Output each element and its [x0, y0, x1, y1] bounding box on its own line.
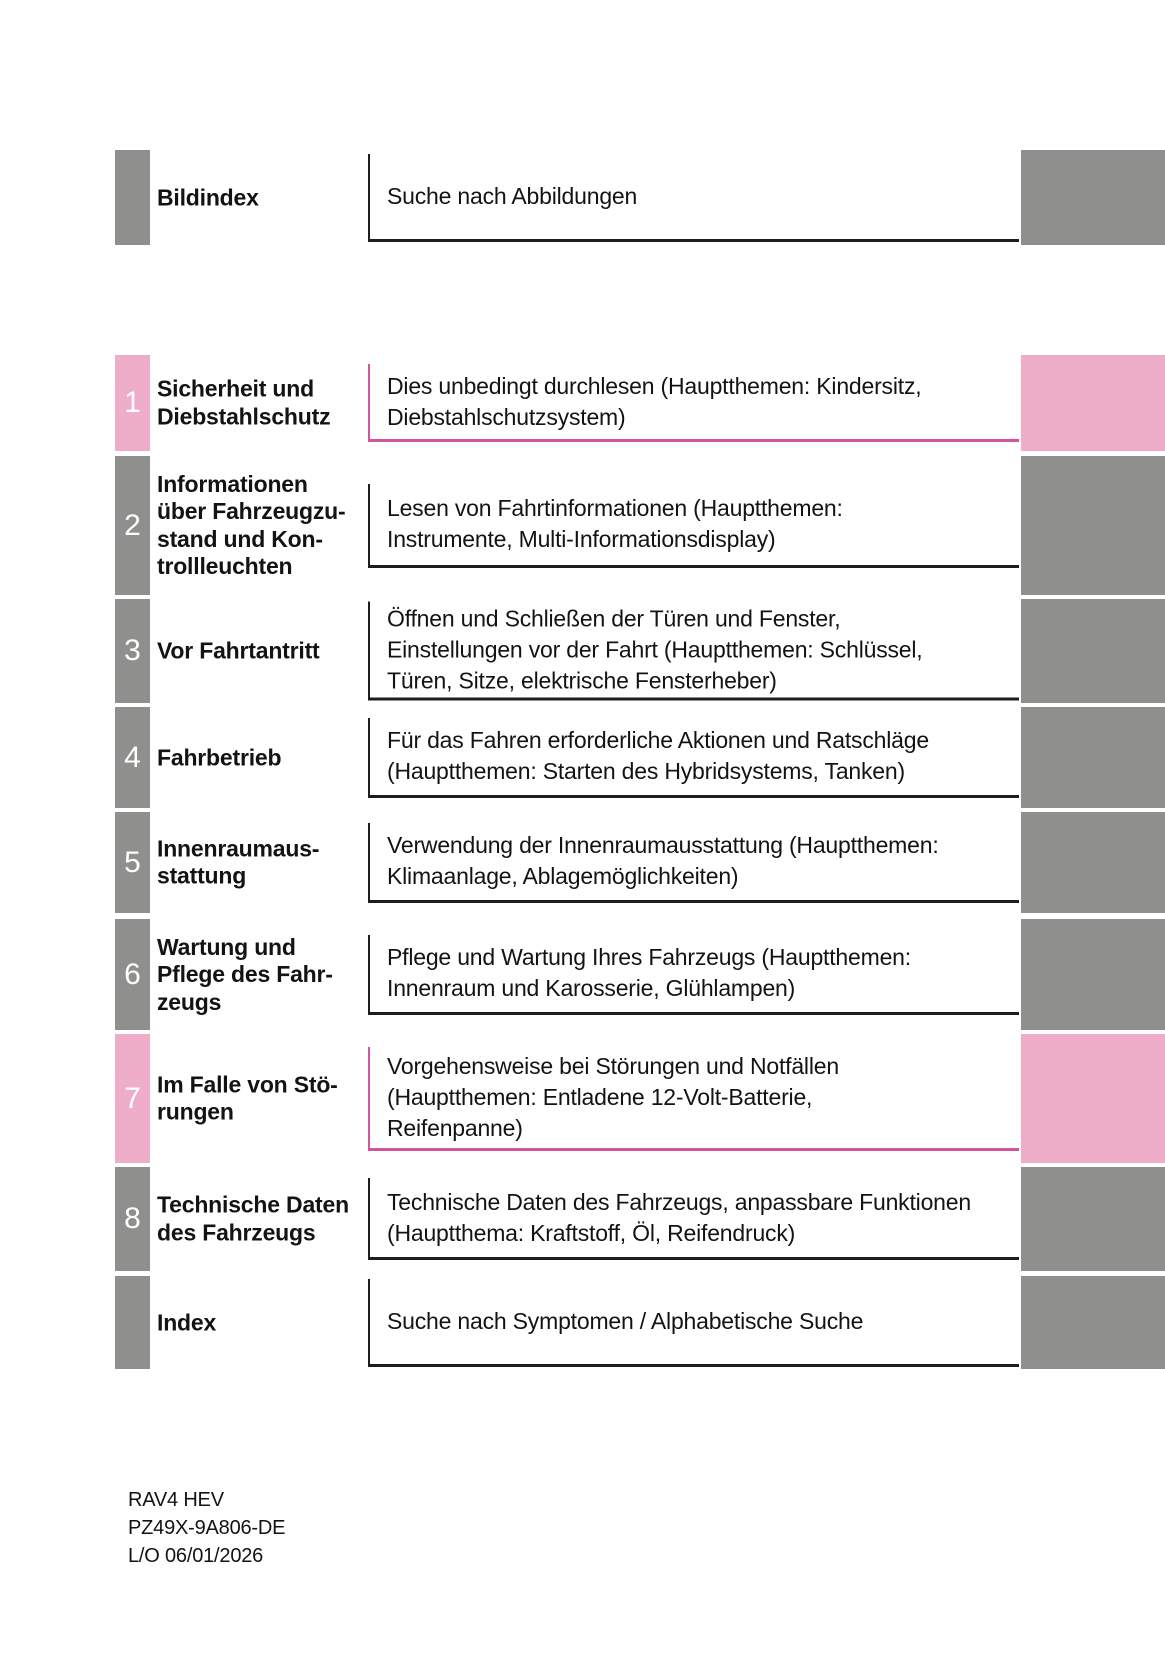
chapter-title: Bildindex	[157, 183, 259, 210]
chapter-title: Im Falle von Stö- rungen	[157, 1071, 338, 1125]
chapter-description-box: Suche nach Symptomen / Alphabetische Suc…	[368, 1278, 1019, 1367]
chapter-number: 6	[124, 957, 141, 991]
chapter-title: Wartung und Pflege des Fahr- zeugs	[157, 933, 333, 1015]
chapter-description-box: Suche nach Abbildungen	[368, 153, 1019, 242]
chapter-title: Sicherheit und Diebstahlschutz	[157, 375, 331, 430]
toc-row-6: 6 Wartung und Pflege des Fahr- zeugs Pfl…	[115, 919, 1165, 1030]
chapter-title: Index	[157, 1308, 217, 1335]
chapter-number: 4	[124, 740, 141, 774]
page-edge-tab	[1021, 1276, 1165, 1369]
chapter-tab: 3	[115, 599, 150, 703]
chapter-description-box: Dies unbedingt durchlesen (Hauptthemen: …	[368, 364, 1019, 442]
toc-row-2: 2 Informationen über Fahrzeugzu- stand u…	[115, 456, 1165, 595]
toc-row-8: 8 Technische Daten des Fahrzeugs Technis…	[115, 1167, 1165, 1271]
chapter-tab: 8	[115, 1167, 150, 1271]
chapter-description: Lesen von Fahrtinformationen (Haupttheme…	[387, 495, 843, 552]
toc-row-1: 1 Sicherheit und Diebstahlschutz Dies un…	[115, 355, 1165, 451]
chapter-description-box: Vorgehensweise bei Störungen und Notfäll…	[368, 1046, 1019, 1151]
footer-model: RAV4 HEV	[128, 1489, 224, 1511]
toc-row-4: 4 Fahrbetrieb Für das Fahren erforderlic…	[115, 707, 1165, 808]
chapter-tab: 6	[115, 919, 150, 1030]
chapter-tab: 5	[115, 812, 150, 913]
chapter-description: Für das Fahren erforderliche Aktionen un…	[387, 727, 929, 784]
chapter-tab: 7	[115, 1034, 150, 1163]
chapter-description: Suche nach Symptomen / Alphabetische Suc…	[387, 1307, 864, 1334]
chapter-number: 2	[124, 508, 141, 542]
page-edge-tab	[1021, 707, 1165, 808]
chapter-title: Vor Fahrtantritt	[157, 637, 320, 664]
toc-row-3: 3 Vor Fahrtantritt Öffnen und Schließen …	[115, 599, 1165, 703]
page-edge-tab	[1021, 355, 1165, 451]
chapter-description-box: Verwendung der Innenraumausstattung (Hau…	[368, 822, 1019, 903]
toc-row-bildindex: Bildindex Suche nach Abbildungen	[115, 150, 1165, 245]
toc-row-index: Index Suche nach Symptomen / Alphabetisc…	[115, 1276, 1165, 1369]
chapter-title: Informationen über Fahrzeugzu- stand und…	[157, 470, 346, 580]
chapter-title: Technische Daten des Fahrzeugs	[157, 1191, 349, 1246]
footer-layout-date: L/O 06/01/2026	[128, 1545, 264, 1567]
chapter-tab	[115, 150, 150, 245]
chapter-description-box: Für das Fahren erforderliche Aktionen un…	[368, 717, 1019, 798]
chapter-number: 1	[124, 386, 141, 419]
toc-row-7: 7 Im Falle von Stö- rungen Vorgehensweis…	[115, 1034, 1165, 1163]
chapter-title: Fahrbetrieb	[157, 743, 282, 770]
page-edge-tab	[1021, 1034, 1165, 1163]
chapter-number: 8	[124, 1202, 141, 1235]
page-edge-tab	[1021, 812, 1165, 913]
chapter-tab: 4	[115, 707, 150, 808]
page-edge-tab	[1021, 599, 1165, 703]
chapter-tab: 1	[115, 355, 150, 451]
chapter-description-box: Pflege und Wartung Ihres Fahrzeugs (Haup…	[368, 934, 1019, 1015]
chapter-description: Öffnen und Schließen der Türen und Fenst…	[387, 605, 923, 693]
page-footer: RAV4 HEV PZ49X-9A806-DE L/O 06/01/2026	[128, 1486, 285, 1570]
chapter-number: 3	[124, 634, 141, 667]
chapter-description-box: Technische Daten des Fahrzeugs, anpassba…	[368, 1178, 1019, 1260]
footer-part-number: PZ49X-9A806-DE	[128, 1517, 286, 1539]
chapter-description: Suche nach Abbildungen	[387, 182, 638, 209]
chapter-description: Pflege und Wartung Ihres Fahrzeugs (Haup…	[387, 944, 911, 1001]
page-edge-tab	[1021, 456, 1165, 595]
page-edge-tab	[1021, 919, 1165, 1030]
chapter-number: 7	[124, 1081, 141, 1115]
chapter-number: 5	[124, 845, 141, 879]
chapter-description: Dies unbedingt durchlesen (Hauptthemen: …	[387, 372, 922, 430]
chapter-description: Technische Daten des Fahrzeugs, anpassba…	[387, 1188, 971, 1246]
chapter-title: Innenraumaus- stattung	[157, 835, 320, 889]
chapter-description: Verwendung der Innenraumausstattung (Hau…	[387, 832, 939, 889]
chapter-description-box: Öffnen und Schließen der Türen und Fenst…	[368, 601, 1019, 701]
chapter-description: Vorgehensweise bei Störungen und Notfäll…	[387, 1052, 839, 1141]
toc-row-5: 5 Innenraumaus- stattung Verwendung der …	[115, 812, 1165, 913]
chapter-tab: 2	[115, 456, 150, 595]
chapter-description-box: Lesen von Fahrtinformationen (Haupttheme…	[368, 483, 1019, 568]
page-edge-tab	[1021, 1167, 1165, 1271]
chapter-tab	[115, 1276, 150, 1369]
page-edge-tab	[1021, 150, 1165, 245]
